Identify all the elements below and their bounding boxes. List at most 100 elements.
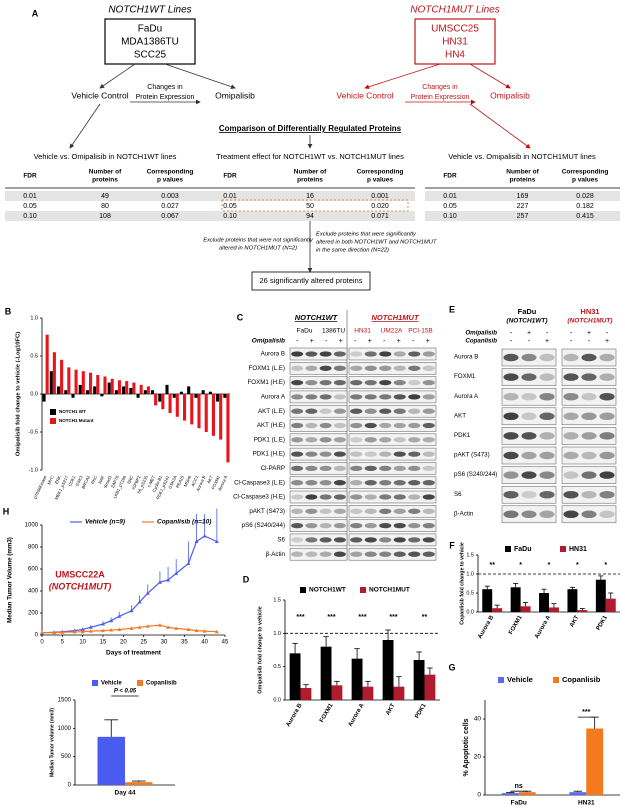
table-cell: 94 <box>306 213 314 220</box>
blot-band <box>379 537 392 543</box>
blot-band <box>408 365 421 371</box>
blot-band <box>364 537 377 543</box>
error-bar <box>385 629 391 640</box>
blot-band <box>599 373 615 381</box>
cell-line: UMSCC25 <box>431 24 479 35</box>
blot-band <box>305 365 318 371</box>
annotation: (NOTCH1MUT) <box>49 581 112 591</box>
significance: * <box>548 562 551 569</box>
x-tick-label: Aurora B <box>195 475 207 492</box>
table-header: proteins <box>510 177 536 184</box>
bar <box>143 390 147 394</box>
x-tick-label: 30 <box>161 640 168 646</box>
table-cell: 0.067 <box>161 213 179 220</box>
error-bar <box>579 608 585 611</box>
x-tick-label: Day 44 <box>115 790 136 797</box>
x-tick-label: SRC <box>126 475 134 485</box>
blot-band <box>393 480 406 486</box>
legend-swatch <box>553 677 559 683</box>
x-tick-label: PEA15 <box>175 474 185 489</box>
legend-swatch <box>92 680 98 686</box>
table-header: Number of <box>506 169 539 176</box>
blot-strip <box>348 533 437 547</box>
legend-label: NOTCH1 Mutant <box>59 418 94 423</box>
blot-band <box>563 451 579 460</box>
table-cell: 108 <box>99 213 111 220</box>
blot-band <box>319 408 332 414</box>
bar <box>49 371 53 394</box>
blot-band <box>364 365 377 371</box>
blot-label: FOXM1 (H.E) <box>248 379 285 386</box>
legend-label: Copanlisib (n=10) <box>157 519 211 526</box>
blot-band <box>563 392 579 401</box>
y-tick-label: -0.5 <box>29 429 38 435</box>
cell-line: UM22A <box>381 328 403 335</box>
x-tick-label: Aurora A <box>348 702 366 728</box>
blot-band <box>422 494 435 500</box>
blot-band <box>319 522 332 529</box>
error-bar <box>427 667 433 675</box>
highlight-box <box>221 199 409 212</box>
blot-band <box>291 351 304 357</box>
y-tick-label: 1500 <box>58 698 72 704</box>
blot-band <box>408 494 421 500</box>
bar <box>42 394 46 402</box>
sign: - <box>412 338 415 345</box>
blot-band <box>333 480 346 486</box>
blot-band <box>333 508 346 514</box>
error-bar <box>484 585 490 590</box>
bar <box>125 381 129 394</box>
blot-band <box>539 432 555 440</box>
blot-band <box>539 412 555 421</box>
blot-band <box>319 465 332 472</box>
bar <box>165 384 169 394</box>
blot-strip <box>289 390 348 404</box>
blot-band <box>408 422 421 429</box>
bar <box>190 394 194 425</box>
legend-swatch <box>505 546 511 552</box>
blot-band <box>581 471 597 479</box>
blot-band <box>364 508 377 514</box>
blot-band <box>521 353 537 362</box>
blot-band <box>350 422 363 429</box>
blot-band <box>379 437 392 443</box>
blot-label: pS6 (S240/244) <box>242 522 285 529</box>
blot-band <box>319 394 332 400</box>
table-header: FDR <box>223 173 237 180</box>
blot-band <box>581 451 597 460</box>
blot-strip <box>348 362 437 375</box>
blot-strip <box>289 462 348 475</box>
blot-band <box>581 510 597 519</box>
table-cell: 257 <box>517 213 529 220</box>
panel-label: F <box>449 540 455 550</box>
y-tick-label: 1.0 <box>273 631 281 637</box>
blot-band <box>408 379 421 386</box>
cell-line: FaDu <box>518 307 537 316</box>
bar <box>64 390 68 394</box>
group-header: NOTCH1WT <box>295 313 339 322</box>
y-tick-label: 1.5 <box>466 552 474 558</box>
blot-band <box>350 394 363 400</box>
legend-swatch <box>300 587 306 593</box>
significance: ns <box>515 783 523 790</box>
blot-band <box>503 490 519 499</box>
error-bar <box>416 651 422 660</box>
table-title: Treatment effect for NOTCH1WT vs. NOTCH1… <box>216 152 404 161</box>
table-header: Corresponding <box>357 169 404 176</box>
filter-note: in the same direction (N=22) <box>316 248 389 254</box>
blot-band <box>563 490 579 499</box>
blot-band <box>319 351 332 357</box>
table-title: Vehicle vs. Omipalisib in NOTCH1WT lines <box>34 152 177 161</box>
blot-strip <box>289 533 348 547</box>
sign: + <box>545 338 549 345</box>
blot-band <box>350 437 363 443</box>
blot-label: Aurora B <box>261 351 285 358</box>
blot-band <box>291 465 304 472</box>
blot-label: AKT (H.E) <box>257 422 285 429</box>
x-tick-label: AKT <box>206 474 214 484</box>
bar <box>97 736 125 785</box>
bar <box>197 394 201 429</box>
blot-band <box>393 494 406 500</box>
blot-band <box>333 394 346 400</box>
arrow <box>69 103 101 149</box>
